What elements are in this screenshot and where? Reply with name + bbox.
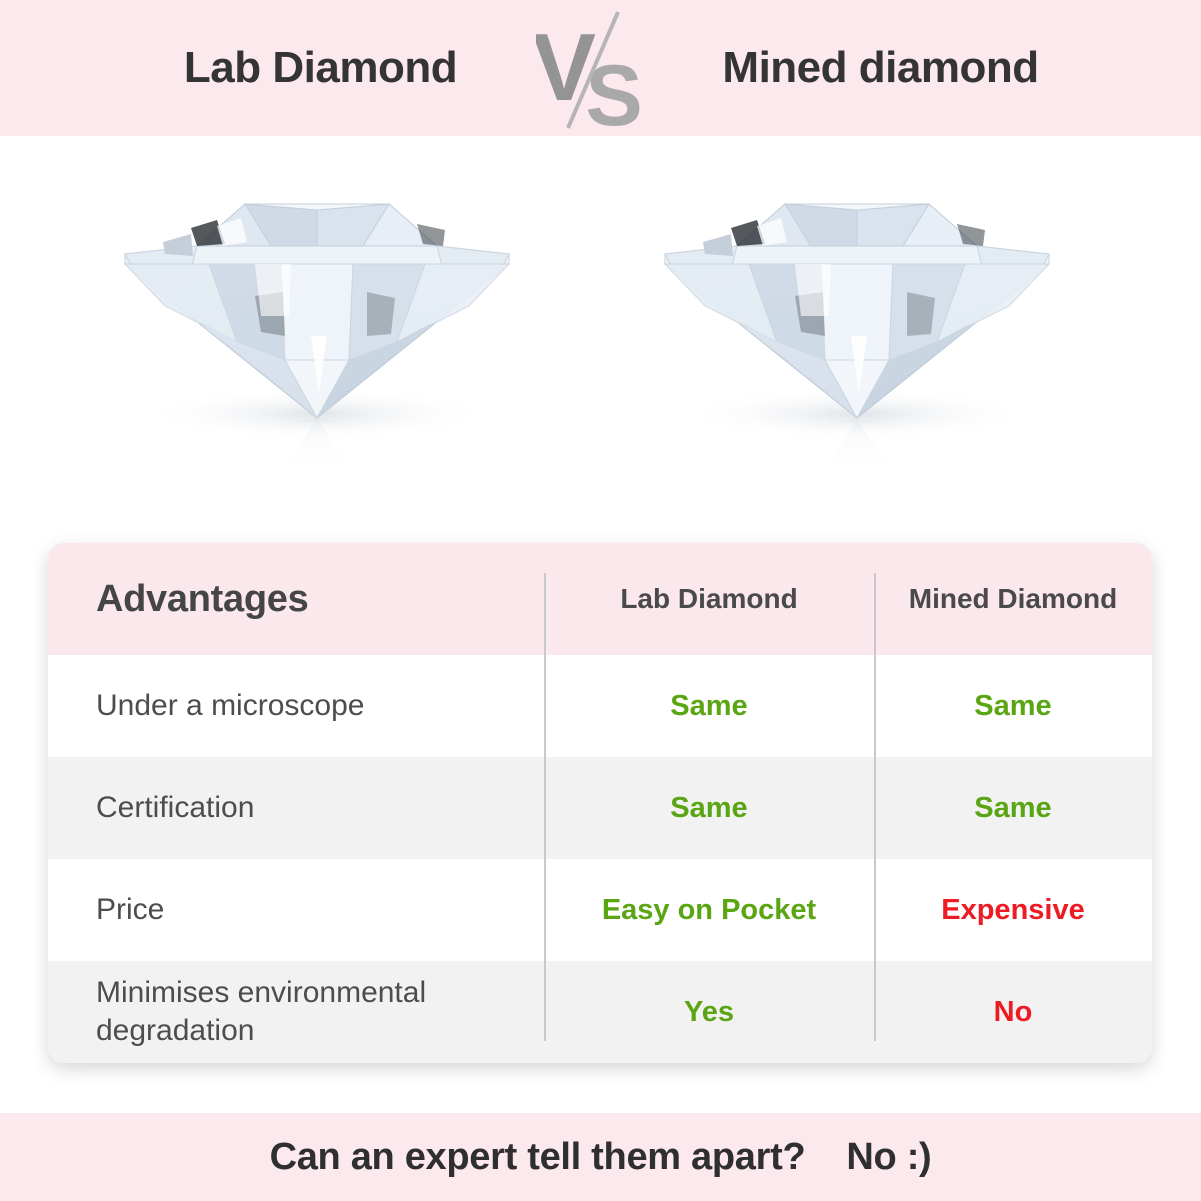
table-row: Minimises environmental degradation Yes … — [48, 961, 1152, 1063]
column-header-advantages: Advantages — [96, 577, 309, 620]
row-value-lab: Same — [670, 791, 748, 824]
row-value-mined: Same — [974, 791, 1052, 824]
row-value-lab: Same — [670, 689, 748, 722]
column-divider-1 — [544, 573, 546, 1041]
footer-question: Can an expert tell them apart? No :) — [269, 1135, 932, 1178]
table-row: Certification Same Same — [48, 757, 1152, 859]
comparison-table: Advantages Lab Diamond Mined Diamond Und… — [48, 543, 1152, 1063]
vs-letter-s: S — [585, 48, 642, 136]
table-row: Price Easy on Pocket Expensive — [48, 859, 1152, 961]
lab-diamond-image — [105, 146, 535, 536]
header-title-mined-diamond: Mined diamond — [722, 43, 1039, 92]
row-value-mined: Expensive — [941, 893, 1085, 926]
row-label: Price — [96, 892, 165, 926]
mined-diamond-image — [645, 146, 1075, 536]
row-value-lab: Yes — [684, 995, 734, 1028]
column-header-mined-diamond: Mined Diamond — [908, 583, 1118, 614]
vs-badge: V S — [531, 0, 666, 144]
row-value-mined: No — [993, 995, 1033, 1028]
table-row: Under a microscope Same Same — [48, 655, 1152, 757]
header-title-lab-diamond: Lab Diamond — [183, 43, 458, 92]
footer-band: Can an expert tell them apart? No :) — [0, 1113, 1201, 1201]
row-label: Under a microscope — [96, 688, 365, 722]
row-label: Minimises environmental degradation — [96, 975, 427, 1047]
vs-letter-v: V — [536, 14, 596, 121]
header-band: Lab Diamond V S Mined diamond — [0, 0, 1201, 144]
diamond-image-stage — [0, 136, 1201, 536]
table-header-row: Advantages Lab Diamond Mined Diamond — [48, 543, 1152, 655]
row-label: Certification — [96, 790, 255, 824]
column-divider-2 — [874, 573, 876, 1041]
row-value-mined: Same — [974, 689, 1052, 722]
vs-slash-icon — [565, 11, 620, 129]
row-value-lab: Easy on Pocket — [601, 893, 817, 926]
column-header-lab-diamond: Lab Diamond — [620, 583, 798, 614]
